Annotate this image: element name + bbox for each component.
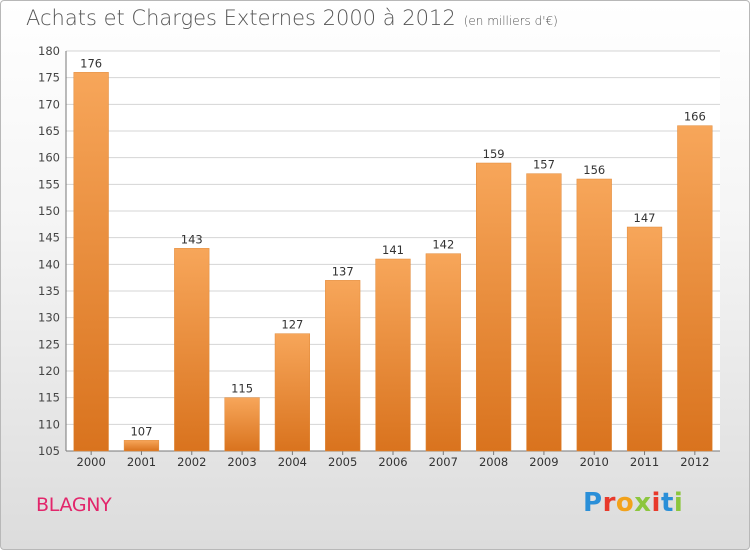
- x-tick-label: 2003: [227, 455, 256, 469]
- bars: [73, 72, 713, 452]
- logo-letter: i: [673, 488, 684, 518]
- bar: [174, 248, 210, 452]
- data-label: 176: [80, 56, 102, 70]
- bar: [325, 280, 361, 452]
- bar: [626, 226, 663, 452]
- y-tick-label: 175: [38, 71, 60, 85]
- y-tick-label: 150: [38, 204, 60, 218]
- y-tick-label: 145: [38, 231, 60, 245]
- bar: [476, 162, 512, 452]
- city-name: BLAGNY: [36, 494, 112, 516]
- data-label: 137: [332, 264, 354, 278]
- y-tick-label: 170: [38, 97, 60, 111]
- data-label: 141: [382, 243, 404, 257]
- data-label: 147: [634, 211, 656, 225]
- x-tick-label: 2010: [580, 455, 609, 469]
- bar: [73, 72, 109, 452]
- logo-letter: t: [660, 488, 674, 518]
- data-label: 156: [583, 163, 605, 177]
- data-label: 157: [533, 158, 555, 172]
- bar: [526, 173, 562, 452]
- proxiti-logo: Proxiti: [583, 488, 683, 518]
- y-tick-labels: 105 110 115 120 125 130 135 140 145 150 155 160 165 1…: [38, 44, 60, 458]
- data-label: 115: [231, 382, 253, 396]
- x-tick-label: 2007: [429, 455, 458, 469]
- x-tick-label: 2006: [378, 455, 407, 469]
- y-tick-label: 115: [38, 391, 60, 405]
- x-tick-label: 2005: [328, 455, 357, 469]
- data-label: 107: [130, 424, 152, 438]
- y-tick-label: 165: [38, 124, 60, 138]
- data-label: 127: [281, 318, 303, 332]
- bar: [123, 440, 160, 452]
- data-label: 166: [684, 110, 706, 124]
- y-tick-label: 110: [38, 417, 60, 431]
- chart-title-text: Achats et Charges Externes 2000 à 2012: [26, 6, 456, 30]
- x-tick-label: 2000: [77, 455, 106, 469]
- y-tick-label: 130: [38, 311, 60, 325]
- bar: [576, 178, 612, 452]
- logo-letter: o: [615, 488, 635, 518]
- y-tick-label: 155: [38, 177, 60, 191]
- bar: [274, 333, 310, 452]
- y-tick-label: 135: [38, 284, 60, 298]
- x-tick-label: 2001: [127, 455, 156, 469]
- logo-letter: x: [634, 488, 652, 518]
- y-tick-label: 180: [38, 44, 60, 58]
- x-tick-label: 2009: [529, 455, 558, 469]
- x-tick-label: 2004: [278, 455, 307, 469]
- logo-letter: P: [583, 488, 603, 518]
- x-tick-labels: 2000 2001 2002 2003 2004 2005 2006 2007 2008 2009…: [77, 455, 710, 469]
- x-tick-label: 2011: [630, 455, 659, 469]
- data-labels: 176 107 143 115 127 137 141 142 159 157 156 147 166: [80, 56, 706, 438]
- y-tick-label: 140: [38, 257, 60, 271]
- chart-title: Achats et Charges Externes 2000 à 2012 (e…: [26, 6, 558, 30]
- y-tick-label: 120: [38, 364, 60, 378]
- y-tick-label: 160: [38, 151, 60, 165]
- y-tick-label: 125: [38, 337, 60, 351]
- bar: [375, 258, 411, 452]
- x-tick-label: 2012: [680, 455, 709, 469]
- logo-letter: i: [651, 488, 661, 518]
- bar: [677, 125, 713, 452]
- bar: [224, 397, 260, 452]
- data-label: 142: [432, 238, 454, 252]
- logo-letter: r: [602, 488, 616, 518]
- x-tick-label: 2008: [479, 455, 508, 469]
- data-label: 143: [181, 232, 203, 246]
- chart-subtitle: (en milliers d'€): [463, 14, 558, 28]
- x-tick-label: 2002: [177, 455, 206, 469]
- bar: [425, 253, 461, 452]
- data-label: 159: [483, 147, 505, 161]
- y-tick-label: 105: [38, 444, 60, 458]
